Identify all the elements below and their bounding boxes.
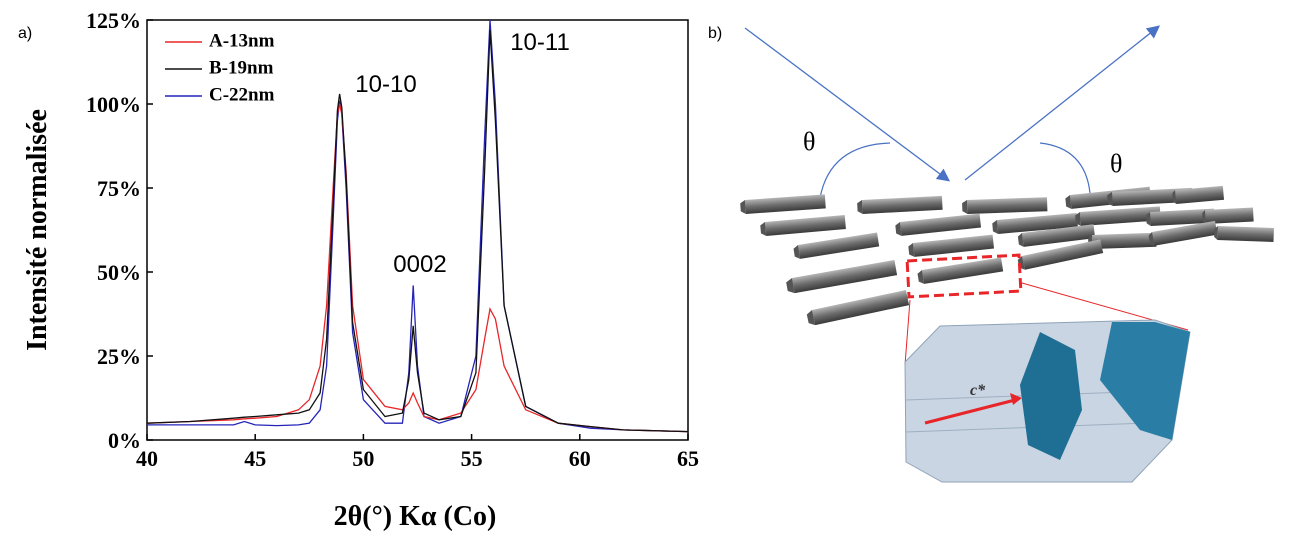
zoom-line [904, 299, 911, 366]
y-tick-label: 0% [108, 428, 141, 453]
reflected-ray [964, 25, 1161, 181]
legend-label: A-13nm [209, 30, 275, 51]
angle-arc [1039, 142, 1091, 194]
line-series [146, 30, 689, 433]
annotation: 0002 [393, 251, 446, 278]
rod [740, 194, 826, 215]
panel-label: a) [18, 25, 32, 42]
angle-label: θ [803, 127, 815, 156]
y-axis-title: Intensité normalisée [22, 109, 53, 351]
x-tick-label: 45 [244, 446, 266, 471]
y-tick-label: 125% [86, 8, 141, 33]
x-tick-label: 55 [461, 446, 483, 471]
panel-label: b) [708, 25, 722, 42]
rod [785, 259, 898, 295]
annotation: 10-10 [355, 71, 416, 98]
line-series [146, 103, 689, 433]
legend-label: C-22nm [209, 84, 275, 105]
x-tick-label: 60 [569, 446, 591, 471]
y-tick-label: 25% [97, 344, 141, 369]
y-tick-label: 100% [86, 92, 141, 117]
rod [806, 290, 910, 327]
x-tick-label: 65 [677, 446, 699, 471]
annotation: 10-11 [510, 29, 570, 56]
rod [793, 232, 880, 260]
angle-arc [819, 142, 891, 199]
x-axis-title: 2θ(°) Kα (Co) [334, 501, 497, 532]
rod [895, 213, 982, 237]
angle-label: θ [1110, 149, 1122, 178]
rod [962, 197, 1048, 215]
c-vector [924, 398, 1016, 425]
y-tick-label: 75% [97, 176, 141, 201]
rod [1214, 225, 1274, 242]
vector-label: c* [970, 382, 986, 399]
rod [760, 215, 846, 237]
diagram: θ θ [740, 25, 1274, 483]
y-tick-label: 50% [97, 260, 141, 285]
rod [917, 257, 1004, 285]
rod [1202, 207, 1254, 225]
rod [908, 234, 995, 258]
selection-box [905, 253, 1023, 299]
rod [857, 195, 943, 215]
legend-label: B-19nm [209, 57, 274, 78]
x-tick-label: 50 [352, 446, 374, 471]
prism: c* [904, 319, 1191, 483]
x-tick-label: 40 [136, 446, 158, 471]
plot-frame [146, 19, 689, 441]
incident-ray [744, 27, 951, 182]
